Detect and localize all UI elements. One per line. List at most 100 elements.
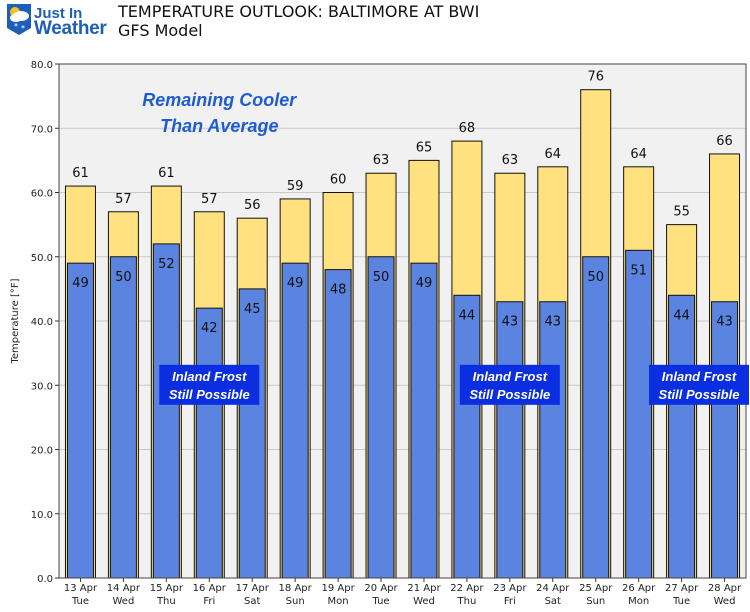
x-tick-day: Wed xyxy=(113,596,135,607)
low-temp-label: 43 xyxy=(502,315,519,330)
low-temp-bar xyxy=(195,307,223,579)
low-temp-bar xyxy=(281,262,309,579)
x-tick-date: 16 Apr xyxy=(193,583,227,594)
frost-callout-text: Inland Frost xyxy=(662,369,737,384)
x-tick-date: 22 Apr xyxy=(450,583,484,594)
low-temp-bar xyxy=(496,301,524,579)
low-temp-bar xyxy=(66,262,94,579)
annotation-cooler-text: Than Average xyxy=(160,116,278,136)
low-temp-label: 43 xyxy=(716,315,733,330)
x-tick-day: Tue xyxy=(371,596,389,607)
low-temp-label: 49 xyxy=(72,276,89,291)
low-temp-bar xyxy=(109,256,137,579)
x-tick-date: 19 Apr xyxy=(321,583,355,594)
high-temp-label: 57 xyxy=(115,192,132,207)
y-axis-label: Temperature [°F] xyxy=(10,278,21,364)
low-temp-bar xyxy=(410,262,438,579)
high-temp-label: 63 xyxy=(373,153,390,168)
x-tick-date: 26 Apr xyxy=(622,583,656,594)
sun-cloud-snow-icon: * * xyxy=(7,4,31,35)
low-temp-label: 42 xyxy=(201,321,218,336)
x-tick-day: Thu xyxy=(457,596,477,607)
low-temp-label: 43 xyxy=(545,315,562,330)
x-tick-date: 25 Apr xyxy=(579,583,613,594)
frost-callout-text: Still Possible xyxy=(469,387,550,402)
low-temp-label: 48 xyxy=(330,283,347,298)
x-tick-day: Sat xyxy=(545,596,561,607)
low-temp-label: 44 xyxy=(459,308,476,323)
low-temp-bar xyxy=(453,294,481,579)
high-temp-label: 59 xyxy=(287,179,304,194)
x-tick-date: 13 Apr xyxy=(64,583,98,594)
low-temp-bar xyxy=(582,256,610,579)
y-tick-label: 30.0 xyxy=(31,381,53,392)
x-tick-date: 21 Apr xyxy=(407,583,441,594)
high-temp-label: 56 xyxy=(244,198,261,213)
low-temp-label: 44 xyxy=(673,308,690,323)
plot-frame xyxy=(58,63,747,579)
frost-callout-text: Still Possible xyxy=(169,387,250,402)
high-temp-label: 60 xyxy=(330,173,347,188)
low-temp-label: 50 xyxy=(587,270,604,285)
high-temp-label: 61 xyxy=(158,166,175,181)
low-temp-label: 50 xyxy=(115,270,132,285)
frost-callout-text: Inland Frost xyxy=(473,369,548,384)
x-tick-day: Fri xyxy=(504,596,516,607)
low-temp-bar xyxy=(711,301,739,579)
high-temp-label: 55 xyxy=(673,205,690,220)
y-tick-label: 10.0 xyxy=(31,510,53,521)
x-tick-date: 28 Apr xyxy=(708,583,742,594)
svg-text:*: * xyxy=(14,22,18,31)
low-temp-label: 49 xyxy=(416,276,433,291)
y-tick-label: 50.0 xyxy=(31,253,53,264)
low-temp-label: 50 xyxy=(373,270,390,285)
x-tick-day: Sun xyxy=(286,596,305,607)
x-tick-date: 14 Apr xyxy=(107,583,141,594)
y-tick-label: 40.0 xyxy=(31,317,53,328)
x-tick-day: Tue xyxy=(672,596,690,607)
x-tick-day: Wed xyxy=(413,596,435,607)
x-tick-day: Tue xyxy=(71,596,89,607)
high-temp-label: 57 xyxy=(201,192,218,207)
high-temp-label: 61 xyxy=(72,166,89,181)
high-temp-label: 65 xyxy=(416,140,433,155)
x-tick-day: Mon xyxy=(328,596,349,607)
x-tick-date: 17 Apr xyxy=(236,583,270,594)
just-in-weather-logo: * * Just In Weather xyxy=(4,2,116,39)
high-temp-label: 64 xyxy=(545,147,562,162)
low-temp-label: 49 xyxy=(287,276,304,291)
low-temp-label: 51 xyxy=(630,263,647,278)
low-temp-label: 52 xyxy=(158,257,175,272)
low-temp-label: 45 xyxy=(244,302,261,317)
y-tick-label: 0.0 xyxy=(37,574,53,585)
low-temp-bar xyxy=(152,243,180,579)
x-tick-day: Sun xyxy=(586,596,605,607)
x-tick-day: Mon xyxy=(628,596,649,607)
x-tick-date: 18 Apr xyxy=(279,583,313,594)
x-tick-day: Fri xyxy=(203,596,215,607)
low-temp-bar xyxy=(367,256,395,579)
high-temp-label: 66 xyxy=(716,134,733,149)
x-tick-date: 23 Apr xyxy=(493,583,527,594)
low-temp-bar xyxy=(625,249,653,579)
y-tick-label: 20.0 xyxy=(31,446,53,457)
svg-text:*: * xyxy=(21,24,25,33)
x-tick-date: 15 Apr xyxy=(150,583,184,594)
high-temp-label: 68 xyxy=(459,121,476,136)
frost-callout-box xyxy=(459,364,560,405)
high-temp-label: 63 xyxy=(502,153,519,168)
low-temp-bar xyxy=(668,294,696,579)
x-tick-day: Sat xyxy=(244,596,260,607)
high-temp-label: 64 xyxy=(630,147,647,162)
frost-callout-text: Inland Frost xyxy=(172,369,247,384)
x-tick-day: Thu xyxy=(156,596,176,607)
high-temp-label: 76 xyxy=(587,70,604,85)
frost-callout-box xyxy=(649,364,749,405)
y-tick-label: 80.0 xyxy=(31,60,53,71)
logo-text-line1: Just In xyxy=(34,5,83,22)
frost-callout-box xyxy=(159,364,260,405)
x-tick-day: Wed xyxy=(714,596,736,607)
x-tick-date: 24 Apr xyxy=(536,583,570,594)
chart-title: TEMPERATURE OUTLOOK: BALTIMORE AT BWI xyxy=(118,2,480,21)
x-tick-date: 20 Apr xyxy=(364,583,398,594)
